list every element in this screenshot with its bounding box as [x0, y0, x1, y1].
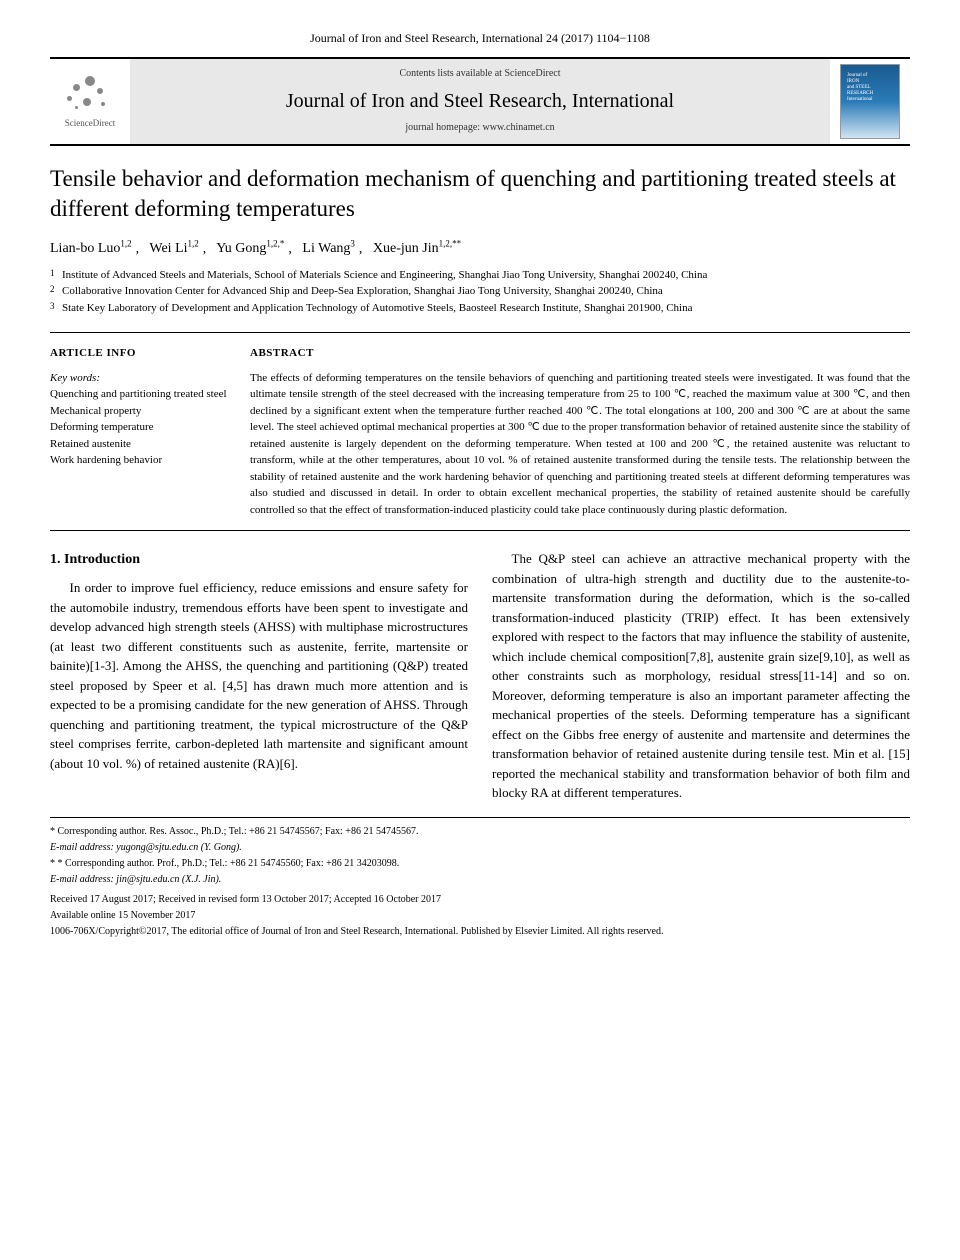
contents-available-line: Contents lists available at ScienceDirec…: [399, 67, 560, 81]
article-info-heading: ARTICLE INFO: [50, 345, 230, 362]
article-title: Tensile behavior and deformation mechani…: [50, 164, 910, 224]
online-date: Available online 15 November 2017: [50, 908, 910, 923]
affiliation: 1Institute of Advanced Steels and Materi…: [50, 267, 910, 284]
keyword: Deforming temperature: [50, 419, 230, 436]
cover-thumbnail-box: Journal of IRON and STEEL RESEARCH Inter…: [830, 59, 910, 144]
author: Li Wang3: [302, 241, 355, 256]
author: Xue-jun Jin1,2,**: [373, 241, 461, 256]
copyright-line: 1006-706X/Copyright©2017, The editorial …: [50, 924, 910, 939]
abstract-column: ABSTRACT The effects of deforming temper…: [250, 345, 910, 518]
author: Lian-bo Luo1,2: [50, 241, 132, 256]
section-heading: 1. Introduction: [50, 549, 468, 570]
keyword: Work hardening behavior: [50, 452, 230, 469]
journal-name: Journal of Iron and Steel Research, Inte…: [286, 87, 674, 115]
journal-banner: ScienceDirect Contents lists available a…: [50, 57, 910, 146]
keyword: Quenching and partitioning treated steel: [50, 386, 230, 403]
journal-homepage: journal homepage: www.chinamet.cn: [405, 121, 554, 135]
journal-cover-icon: Journal of IRON and STEEL RESEARCH Inter…: [840, 64, 900, 139]
sciencedirect-icon: [65, 74, 115, 114]
header-citation: Journal of Iron and Steel Research, Inte…: [50, 30, 910, 47]
author: Yu Gong1,2,*: [216, 241, 284, 256]
affiliations: 1Institute of Advanced Steels and Materi…: [50, 267, 910, 317]
article-info-column: ARTICLE INFO Key words: Quenching and pa…: [50, 345, 250, 518]
email-line: E-mail address: jin@sjtu.edu.cn (X.J. Ji…: [50, 872, 910, 887]
affiliation: 3State Key Laboratory of Development and…: [50, 300, 910, 317]
author-list: Lian-bo Luo1,2, Wei Li1,2, Yu Gong1,2,*,…: [50, 238, 910, 259]
banner-center: Contents lists available at ScienceDirec…: [130, 59, 830, 144]
keywords-label: Key words:: [50, 370, 230, 387]
body-paragraph: In order to improve fuel efficiency, red…: [50, 578, 468, 773]
email-line: E-mail address: yugong@sjtu.edu.cn (Y. G…: [50, 840, 910, 855]
author: Wei Li1,2: [149, 241, 198, 256]
abstract-text: The effects of deforming temperatures on…: [250, 370, 910, 519]
corresponding-author-note: * Corresponding author. Res. Assoc., Ph.…: [50, 824, 910, 839]
body-paragraph: The Q&P steel can achieve an attractive …: [492, 549, 910, 803]
corresponding-author-note: * * Corresponding author. Prof., Ph.D.; …: [50, 856, 910, 871]
affiliation: 2Collaborative Innovation Center for Adv…: [50, 283, 910, 300]
footer-dates: Received 17 August 2017; Received in rev…: [50, 892, 910, 939]
keyword: Mechanical property: [50, 403, 230, 420]
received-dates: Received 17 August 2017; Received in rev…: [50, 892, 910, 907]
cover-text: Journal of IRON and STEEL RESEARCH Inter…: [847, 73, 873, 103]
abstract-heading: ABSTRACT: [250, 345, 910, 362]
keyword: Retained austenite: [50, 436, 230, 453]
sciencedirect-logo-box: ScienceDirect: [50, 59, 130, 144]
body-text: 1. Introduction In order to improve fuel…: [50, 549, 910, 803]
footer-notes: * Corresponding author. Res. Assoc., Ph.…: [50, 817, 910, 939]
info-abstract-block: ARTICLE INFO Key words: Quenching and pa…: [50, 332, 910, 531]
sciencedirect-label: ScienceDirect: [65, 117, 115, 130]
